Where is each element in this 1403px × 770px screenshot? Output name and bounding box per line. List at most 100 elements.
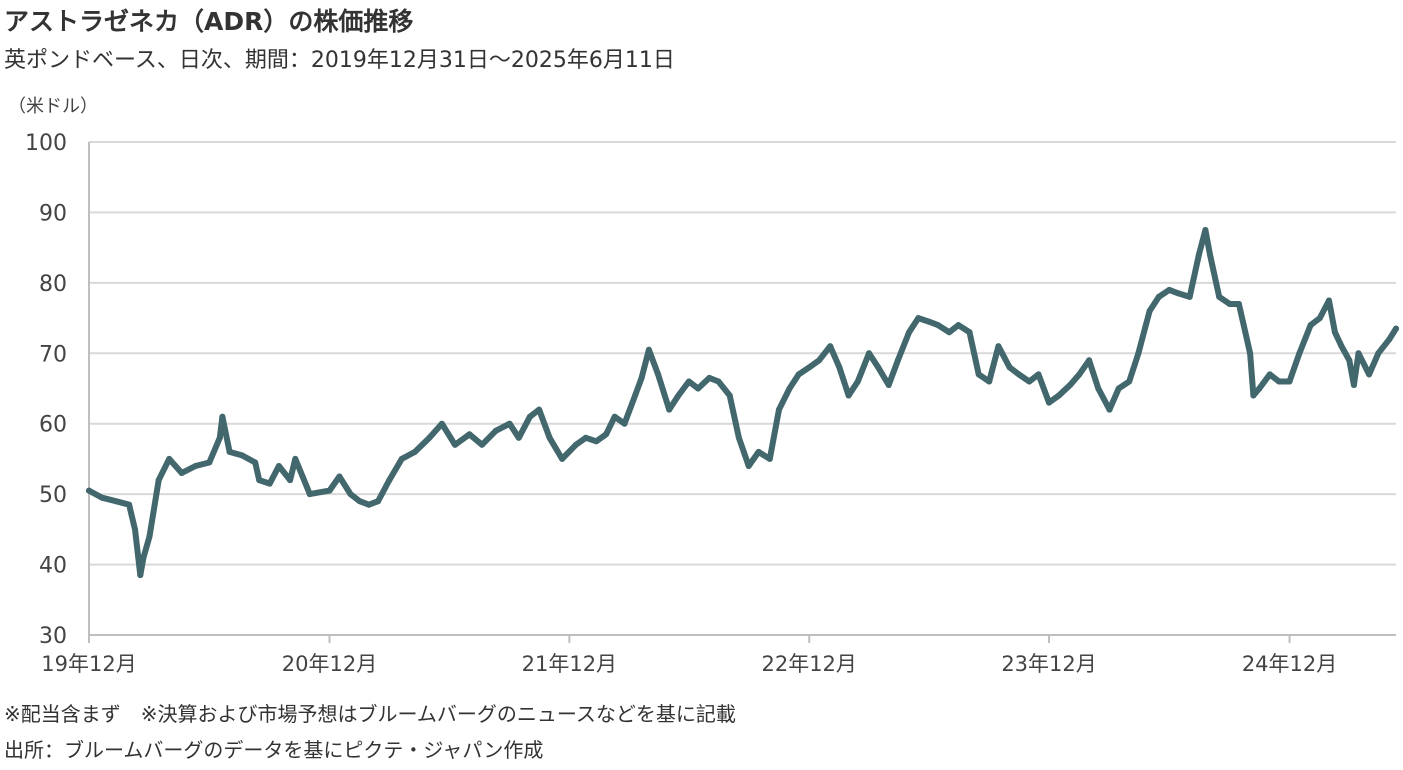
price-point [1155, 293, 1162, 300]
price-point [1250, 392, 1257, 399]
price-point [632, 392, 639, 399]
price-point [1086, 357, 1093, 364]
price-point [786, 385, 793, 392]
price-point [559, 455, 566, 462]
price-point [479, 441, 485, 448]
price-point [226, 448, 233, 455]
price-point [875, 364, 882, 371]
price-point [1286, 378, 1293, 385]
y-axis-ticks: 30 40 50 60 70 80 90 100 [25, 131, 67, 649]
price-point [1307, 322, 1314, 329]
price-point [1126, 378, 1133, 385]
price-point [776, 406, 782, 413]
price-point [275, 463, 282, 469]
price-point [99, 494, 106, 501]
price-point [706, 374, 713, 381]
price-point [885, 382, 892, 388]
price-point [946, 329, 953, 336]
price-point [1393, 325, 1399, 332]
price-point [1350, 382, 1357, 388]
chart-title: アストラゼネカ（ADR）の株価推移 [4, 7, 414, 36]
price-point [256, 477, 263, 484]
price-point [685, 378, 692, 385]
price-point [638, 374, 645, 381]
price-point [515, 434, 522, 441]
price-point [1207, 251, 1213, 258]
price-point [466, 431, 473, 438]
price-point [206, 459, 213, 466]
price-point [735, 434, 742, 441]
price-point [1095, 385, 1102, 392]
price-point [845, 392, 852, 399]
price-point [219, 413, 226, 420]
price-point [894, 357, 901, 364]
price-point [986, 378, 993, 385]
price-point [398, 455, 405, 462]
price-point [411, 448, 418, 455]
price-point [1166, 286, 1173, 293]
price-point [645, 346, 652, 353]
price-point [1195, 251, 1202, 258]
price-point [795, 371, 802, 378]
price-point [506, 420, 513, 427]
y-tick-label: 60 [39, 413, 67, 438]
price-point [1331, 329, 1338, 336]
price-point [155, 477, 162, 484]
price-point [1338, 343, 1345, 350]
footnote-dividend: ※配当含まず ※決算および市場予想はブルームバーグのニュースなどを基に記載 [4, 702, 736, 726]
price-point [266, 480, 273, 487]
y-tick-label: 90 [39, 201, 67, 226]
price-point [1296, 350, 1303, 357]
price-point [726, 392, 733, 399]
price-point [546, 434, 553, 441]
price-point [925, 318, 932, 325]
price-point [975, 371, 982, 378]
price-point [365, 501, 372, 508]
price-point [287, 477, 294, 484]
price-point [356, 498, 363, 505]
price-point [239, 452, 246, 459]
price-point [1235, 301, 1242, 307]
price-point [755, 448, 762, 455]
price-point [1175, 290, 1182, 297]
price-point [146, 533, 153, 540]
price-point [492, 427, 499, 434]
price-point [1326, 297, 1332, 304]
price-point [216, 434, 223, 441]
price-point [536, 406, 543, 413]
price-point [1106, 406, 1113, 413]
price-point [1067, 382, 1074, 388]
price-point [347, 491, 354, 498]
price-point [1355, 350, 1362, 357]
price-point [1115, 385, 1122, 392]
grid-lines [89, 141, 1396, 566]
price-point [955, 322, 962, 329]
price-point [675, 392, 682, 399]
price-point [336, 473, 343, 480]
price-point [1375, 350, 1382, 357]
price-point [140, 554, 147, 561]
price-point [326, 487, 333, 494]
price-point [935, 322, 941, 329]
price-point [766, 455, 773, 462]
price-point [1216, 293, 1223, 300]
price-point [666, 406, 673, 413]
y-tick-label: 100 [25, 131, 67, 156]
price-point [299, 473, 306, 480]
price-point [827, 343, 834, 350]
price-point [915, 315, 922, 322]
price-point [806, 364, 813, 371]
price-point [715, 378, 722, 385]
price-point [1026, 378, 1033, 385]
x-tick-label: 24年12月 [1242, 652, 1337, 676]
price-point [572, 441, 579, 448]
x-tick-label: 20年12月 [282, 652, 377, 676]
price-point [582, 434, 589, 441]
price-point [137, 572, 144, 579]
price-point [621, 420, 628, 427]
price-point [1202, 227, 1209, 233]
price-point [611, 413, 618, 420]
price-point [966, 329, 973, 336]
y-tick-label: 80 [39, 272, 67, 297]
